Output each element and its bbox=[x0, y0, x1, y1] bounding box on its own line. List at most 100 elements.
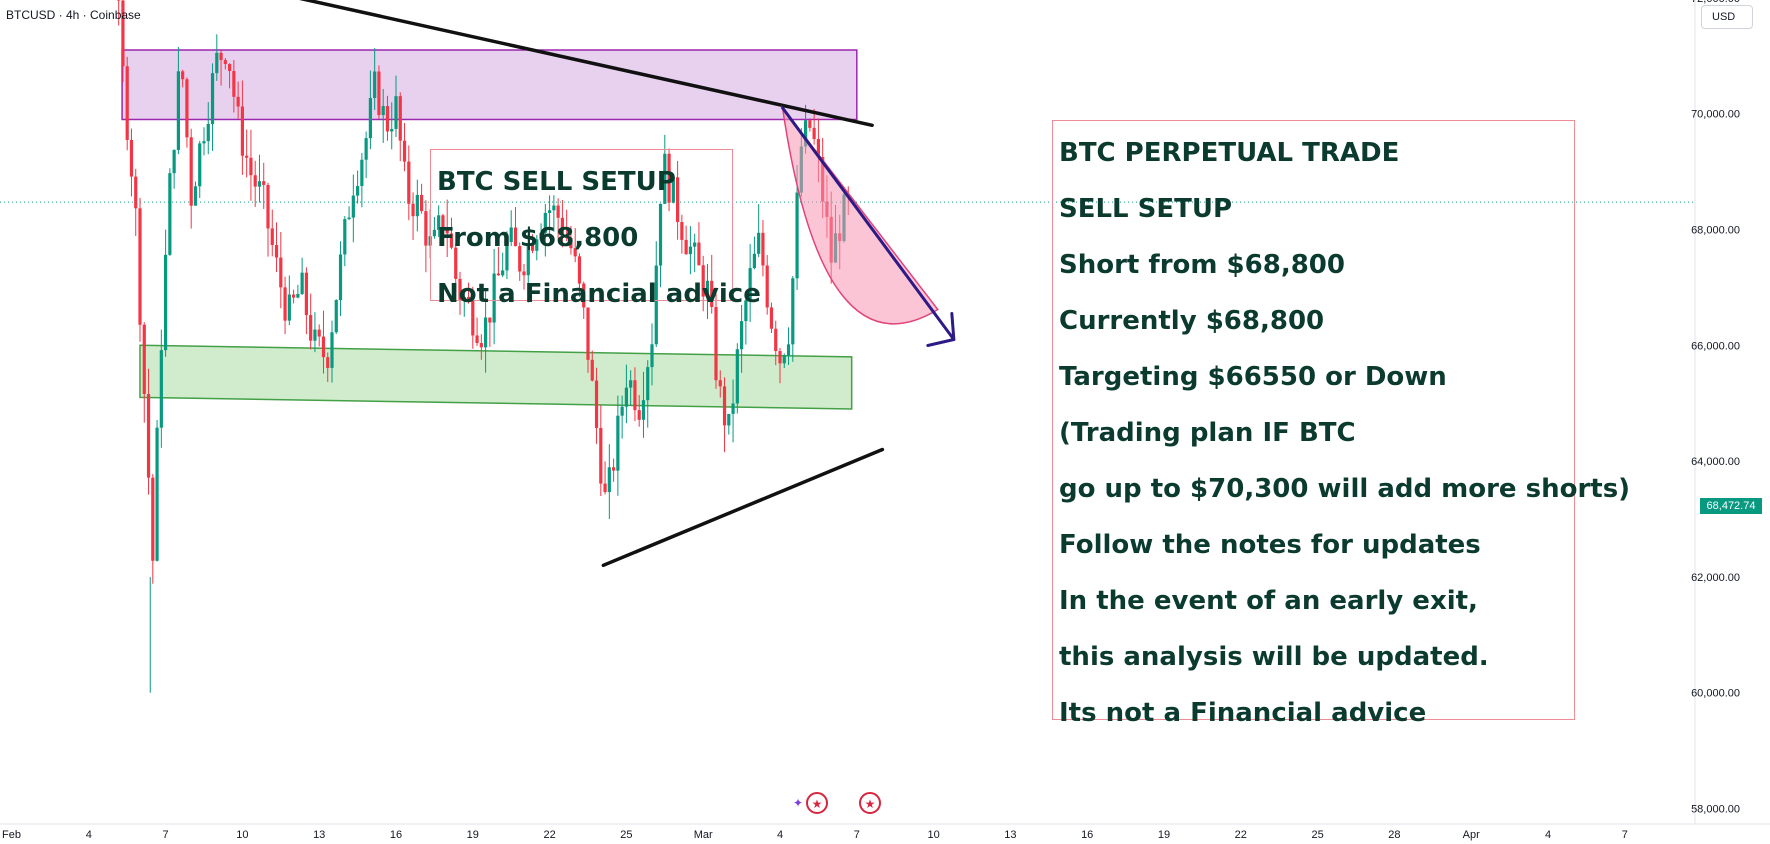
candle bbox=[693, 233, 697, 273]
candle bbox=[240, 80, 244, 175]
candle-body bbox=[138, 208, 142, 325]
upper-trendline[interactable] bbox=[219, 0, 874, 128]
candle bbox=[219, 50, 223, 86]
candle-body bbox=[496, 273, 500, 276]
candle-body bbox=[484, 317, 488, 348]
candle bbox=[343, 216, 347, 267]
us-flag-icon[interactable]: ★ bbox=[806, 792, 828, 814]
candle bbox=[671, 176, 675, 204]
symbol-header[interactable]: BTCUSD · 4h · Coinbase bbox=[6, 8, 141, 22]
candle-body bbox=[309, 315, 313, 341]
candle-body bbox=[697, 242, 701, 266]
candle-body bbox=[292, 294, 296, 298]
candle-body bbox=[373, 71, 377, 99]
us-flag-icon[interactable]: ★ bbox=[859, 792, 881, 814]
candle bbox=[718, 370, 722, 398]
candle-body bbox=[215, 52, 219, 74]
trade-plan-note[interactable]: BTC PERPETUAL TRADE SELL SETUP Short fro… bbox=[1052, 120, 1630, 728]
candle bbox=[492, 248, 496, 345]
candle bbox=[334, 299, 338, 335]
candle-body bbox=[210, 73, 215, 124]
candle-body bbox=[249, 157, 253, 176]
candle-body bbox=[684, 239, 688, 255]
candle-body bbox=[778, 351, 782, 364]
candle-body bbox=[415, 194, 419, 217]
candle-body bbox=[530, 244, 535, 251]
candle bbox=[752, 236, 756, 270]
candle-body bbox=[402, 140, 407, 162]
lower-trendline[interactable] bbox=[601, 447, 885, 568]
candle bbox=[488, 317, 492, 347]
candle-body bbox=[257, 181, 262, 187]
time-axis[interactable]: Feb 4 7 10 13 16 19 22 25 Mar 4 7 10 13 16 19 22 25 28 Apr 4… bbox=[0, 823, 1770, 841]
candle bbox=[420, 183, 424, 214]
candle-body bbox=[522, 271, 526, 276]
candle bbox=[731, 379, 735, 443]
candle-body bbox=[385, 106, 390, 132]
candle-body bbox=[705, 280, 710, 297]
candle bbox=[373, 48, 377, 110]
price-axis[interactable]: 58,000.00 60,000.00 62,000.00 64,000.00 66,0… bbox=[1691, 0, 1740, 824]
x-tick-label: 4 bbox=[1545, 829, 1551, 841]
candle-body bbox=[633, 380, 637, 411]
support-zone[interactable] bbox=[139, 344, 853, 410]
y-tick-label: 72,000.00 bbox=[1691, 0, 1740, 5]
candle-body bbox=[266, 184, 270, 229]
candle bbox=[479, 334, 483, 360]
candle-body bbox=[513, 227, 518, 247]
candle-body bbox=[543, 212, 547, 233]
candle-body bbox=[599, 427, 603, 484]
candle bbox=[471, 286, 475, 349]
candle-body bbox=[654, 265, 658, 345]
candle-body bbox=[573, 248, 577, 257]
x-tick-label: Feb bbox=[2, 829, 21, 841]
candle-body bbox=[658, 203, 663, 266]
price-zones[interactable] bbox=[121, 49, 858, 410]
candle bbox=[765, 255, 769, 315]
resistance-zone[interactable] bbox=[121, 49, 858, 121]
candle-body bbox=[317, 329, 321, 337]
candle bbox=[424, 200, 428, 273]
candle-body bbox=[458, 278, 462, 300]
candle-body bbox=[782, 355, 786, 364]
candle-body bbox=[368, 98, 372, 139]
candle bbox=[159, 329, 163, 448]
candle-body bbox=[505, 241, 509, 271]
candle-body bbox=[671, 177, 675, 203]
candle-body bbox=[548, 210, 552, 213]
candle bbox=[279, 232, 283, 309]
sell-setup-note[interactable]: BTC SELL SETUP From $68,800 Not a Financ… bbox=[430, 149, 761, 309]
candle-body bbox=[718, 380, 722, 387]
candle-body bbox=[228, 64, 232, 71]
candle bbox=[714, 287, 718, 389]
candle-body bbox=[761, 232, 765, 266]
candle bbox=[680, 214, 684, 254]
candle-body bbox=[791, 278, 795, 345]
candle bbox=[223, 58, 227, 70]
candle bbox=[667, 148, 671, 212]
sparkle-icon[interactable]: ✦ bbox=[793, 796, 804, 810]
candle-body bbox=[722, 386, 727, 426]
candle bbox=[505, 231, 509, 280]
candle bbox=[629, 370, 633, 406]
candle-body bbox=[701, 265, 705, 297]
candle bbox=[121, 0, 125, 83]
currency-selector[interactable]: USD bbox=[1701, 5, 1753, 29]
candle-body bbox=[603, 483, 607, 493]
candle bbox=[616, 395, 620, 496]
candle bbox=[612, 458, 616, 482]
candle-body bbox=[296, 293, 300, 298]
projection-arrow[interactable] bbox=[781, 106, 956, 342]
candle bbox=[727, 413, 731, 435]
candle-body bbox=[816, 139, 820, 158]
trend-drawings[interactable] bbox=[219, 0, 956, 568]
candle bbox=[390, 102, 394, 150]
candle bbox=[560, 199, 564, 248]
candle bbox=[543, 203, 547, 257]
note-line: From $68,800 bbox=[437, 223, 639, 253]
candle-body bbox=[646, 367, 650, 401]
candlestick-series bbox=[117, 0, 850, 693]
candle bbox=[663, 134, 667, 205]
candle bbox=[658, 203, 663, 288]
